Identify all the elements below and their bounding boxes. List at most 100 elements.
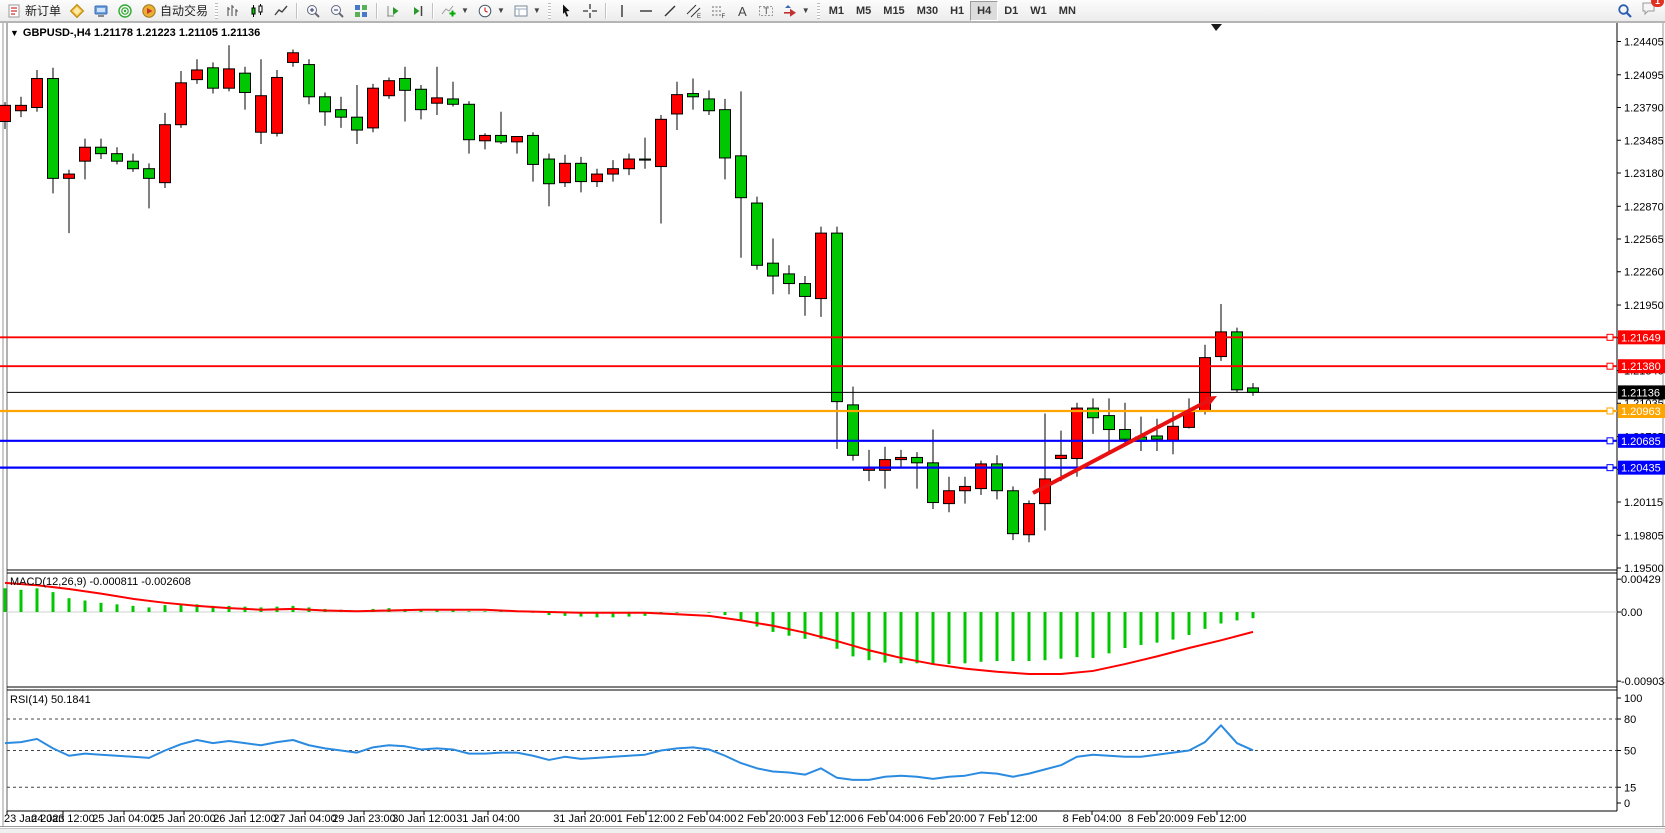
rsi-levels	[7, 718, 1617, 788]
candlestick-button[interactable]	[245, 1, 269, 21]
timeframe-m5[interactable]: M5	[856, 4, 872, 17]
tile-windows-button[interactable]	[349, 1, 373, 21]
shapes-button[interactable]: ▼	[778, 1, 814, 21]
shift-marker[interactable]	[1211, 24, 1222, 31]
candle	[895, 456, 907, 461]
candle	[1103, 415, 1115, 431]
text-tool-button[interactable]: A	[730, 1, 754, 21]
toolbar-separator	[604, 2, 607, 19]
collapse-triangle-icon[interactable]: ▼	[10, 28, 19, 38]
shift-marker-icon[interactable]	[1211, 24, 1222, 31]
period-button[interactable]: ▼	[473, 1, 509, 21]
toolbar-gripper	[547, 2, 551, 19]
notification-badge: 1	[1650, 0, 1664, 7]
level-line-1.21649[interactable]	[0, 333, 1617, 341]
chart-canvas[interactable]: 1.24405 1.24095 1.23790 1.23485 1.23180 1.228…	[0, 22, 1665, 828]
svg-text:7 Feb 12:00: 7 Feb 12:00	[979, 813, 1038, 825]
svg-text:A: A	[738, 4, 747, 19]
svg-text:1.21380: 1.21380	[1621, 361, 1661, 373]
fibonacci-tool-button[interactable]: F	[706, 1, 730, 21]
line-handle[interactable]	[1606, 437, 1614, 445]
text-icon: A	[738, 4, 747, 19]
line-handle[interactable]	[1606, 464, 1614, 472]
signals-button[interactable]	[113, 1, 137, 21]
timeframe-h1[interactable]: H1	[950, 4, 965, 17]
timeframe-d1[interactable]: D1	[1004, 4, 1019, 17]
level-line-1.21380[interactable]	[0, 362, 1617, 370]
toolbar-separator	[376, 2, 379, 19]
macd-panel: 0.00429 0.00 -0.009034	[3, 574, 1665, 688]
autotrade-button[interactable]: 自动交易	[137, 1, 212, 21]
notification-button[interactable]: 1	[1641, 0, 1664, 21]
svg-text:1.24405: 1.24405	[1624, 37, 1664, 49]
candle	[607, 168, 619, 175]
trend-arrow[interactable]	[1032, 396, 1217, 495]
line-handle[interactable]	[1606, 407, 1614, 415]
candle	[335, 109, 347, 118]
candle	[1167, 425, 1179, 441]
candle	[831, 232, 843, 403]
timeframe-m15[interactable]: M15	[883, 4, 905, 17]
vline-tool-button[interactable]	[610, 1, 634, 21]
hline-tool-button[interactable]	[634, 1, 658, 21]
candle	[479, 134, 491, 142]
price-badge	[1618, 330, 1665, 345]
candle	[367, 87, 379, 129]
candle	[751, 202, 763, 266]
indicators-button[interactable]: ▼	[437, 1, 473, 21]
candle	[735, 155, 747, 199]
timeframe-mn[interactable]: MN	[1058, 4, 1076, 17]
bar-chart-button[interactable]	[221, 1, 245, 21]
level-line-1.20685[interactable]	[0, 437, 1617, 445]
candle	[447, 98, 459, 105]
label-tool-button[interactable]: T	[754, 1, 778, 21]
svg-text:1.21950: 1.21950	[1624, 300, 1664, 312]
auto-scroll-button[interactable]	[381, 1, 405, 21]
candle	[303, 64, 315, 98]
candle	[175, 82, 187, 126]
main-toolbar: 新订单 自动交易 ▼ ▼ ▼ E F A T	[0, 0, 1665, 22]
trendline-icon	[664, 5, 676, 16]
candle	[1151, 435, 1163, 440]
timeframe-m1[interactable]: M1	[828, 4, 844, 17]
chart-shift-button[interactable]	[405, 1, 429, 21]
templates-button[interactable]: ▼	[509, 1, 545, 21]
candle	[63, 173, 75, 179]
svg-text:2 Feb 04:00: 2 Feb 04:00	[678, 813, 737, 825]
timeframe-m30[interactable]: M30	[916, 4, 939, 17]
terminal-button[interactable]	[89, 1, 113, 21]
zoom-out-button[interactable]	[325, 1, 349, 21]
candle	[703, 98, 715, 112]
metaeditor-button[interactable]	[65, 1, 89, 21]
svg-text:50: 50	[1624, 746, 1636, 758]
svg-text:1.19500: 1.19500	[1624, 563, 1664, 575]
timeframe-w1[interactable]: W1	[1030, 4, 1047, 17]
level-line-1.20435[interactable]	[0, 464, 1617, 472]
candle	[495, 134, 507, 143]
svg-text:80: 80	[1624, 714, 1636, 726]
signals-icon	[118, 3, 132, 18]
level-line-1.20963[interactable]	[0, 407, 1617, 415]
cursor-button[interactable]	[554, 1, 578, 21]
svg-text:T: T	[763, 6, 769, 16]
svg-text:1.21136: 1.21136	[1621, 387, 1660, 399]
channel-tool-button[interactable]: E	[682, 1, 706, 21]
candle	[239, 72, 251, 93]
svg-text:1.23485: 1.23485	[1624, 135, 1664, 147]
crosshair-button[interactable]	[578, 1, 602, 21]
svg-text:15: 15	[1624, 782, 1636, 794]
new-order-button[interactable]: 新订单	[2, 1, 65, 21]
line-handle[interactable]	[1606, 362, 1614, 370]
trendline-tool-button[interactable]	[658, 1, 682, 21]
svg-text:0.00: 0.00	[1621, 607, 1642, 619]
search-icon[interactable]	[1617, 3, 1633, 19]
svg-text:31 Jan 04:00: 31 Jan 04:00	[456, 813, 520, 825]
candle	[575, 162, 587, 183]
line-chart-button[interactable]	[269, 1, 293, 21]
macd-indicator-label: MACD(12,26,9) -0.000811 -0.002608	[10, 576, 191, 588]
line-handle[interactable]	[1606, 333, 1614, 341]
timeframe-h4[interactable]: H4	[970, 0, 999, 21]
candle	[191, 69, 203, 81]
candle	[271, 76, 283, 134]
zoom-in-button[interactable]	[301, 1, 325, 21]
